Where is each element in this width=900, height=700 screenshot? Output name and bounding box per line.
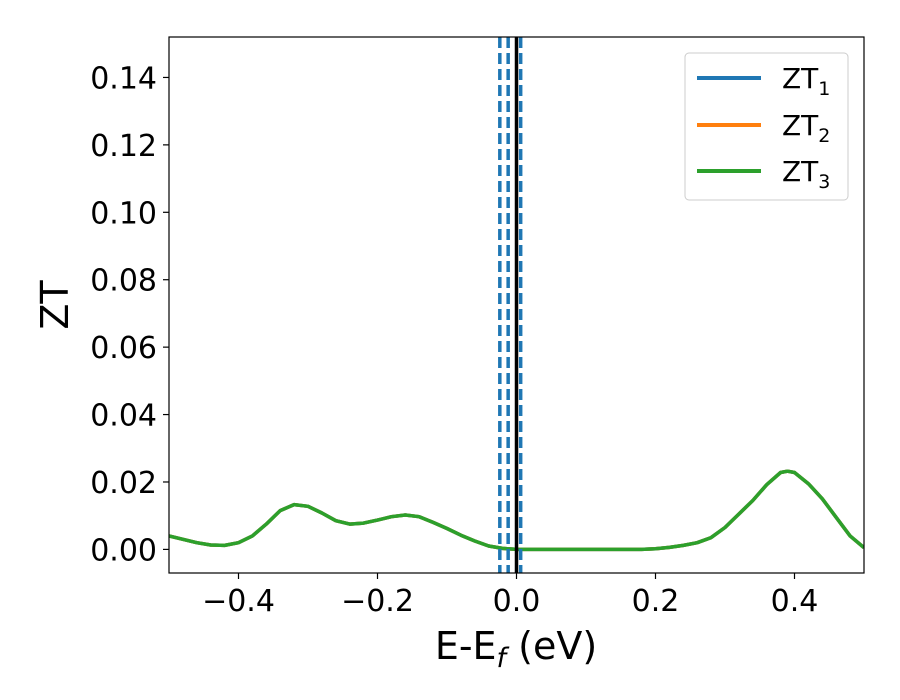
y-tick-label: 0.14 — [90, 61, 157, 96]
y-axis-ticks: 0.00 0.02 0.04 0.06 0.08 0.10 0.12 0.14 — [90, 61, 169, 568]
y-tick-label: 0.02 — [90, 466, 157, 501]
y-tick-label: 0.00 — [90, 533, 157, 568]
x-axis-title-main: E-E — [435, 624, 497, 668]
series-line-zt3 — [169, 469, 864, 552]
legend: ZT1 ZT2 ZT3 — [684, 52, 849, 201]
x-tick-label: −0.2 — [341, 584, 414, 619]
x-axis-title-unit: (eV) — [506, 624, 597, 668]
x-tick-label: −0.4 — [202, 584, 275, 619]
x-axis-title: E-Ef (eV) — [435, 624, 597, 674]
series-layer — [169, 469, 864, 552]
y-tick-label: 0.12 — [90, 129, 157, 164]
legend-label-zt1: ZT1 — [782, 62, 830, 100]
vline-layer — [498, 37, 523, 573]
x-axis-ticks: −0.4 −0.2 0.0 0.2 0.4 — [202, 573, 818, 619]
legend-frame — [684, 52, 849, 201]
y-tick-label: 0.10 — [90, 196, 157, 231]
y-axis-title: ZT — [33, 280, 77, 330]
legend-label-zt2: ZT2 — [782, 109, 830, 147]
x-tick-label: 0.2 — [632, 584, 680, 619]
y-tick-label: 0.08 — [90, 264, 157, 299]
y-tick-label: 0.06 — [90, 331, 157, 366]
y-tick-label: 0.04 — [90, 399, 157, 434]
x-tick-label: 0.4 — [771, 584, 819, 619]
legend-label-zt3: ZT3 — [782, 155, 830, 193]
x-tick-label: 0.0 — [493, 584, 541, 619]
